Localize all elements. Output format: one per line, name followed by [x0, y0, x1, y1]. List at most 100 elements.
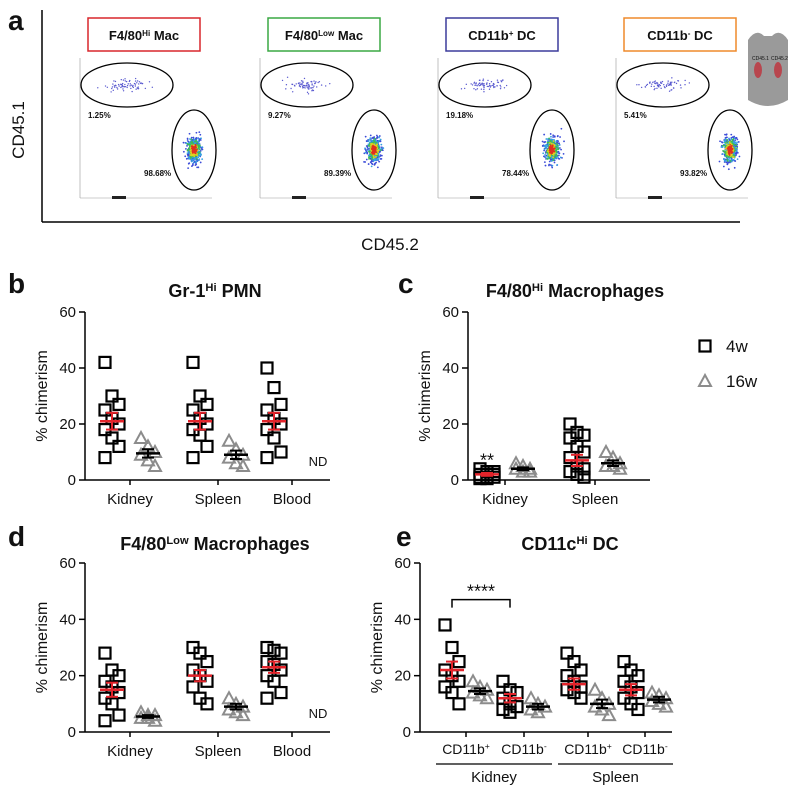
flow-dot — [650, 85, 653, 88]
chart-title: F4/80Low Macrophages — [120, 534, 309, 554]
chart-title-rest: PMN — [217, 281, 262, 301]
flow-dot — [475, 89, 477, 91]
flow-dot — [379, 140, 382, 143]
flow-dot — [134, 77, 137, 80]
flow-dot — [673, 81, 676, 84]
flow-dot — [549, 164, 552, 166]
point — [574, 691, 588, 705]
flow-dot — [666, 84, 668, 86]
flow-dot — [122, 88, 124, 90]
point — [617, 654, 631, 669]
chart-title: Gr-1Hi PMN — [168, 281, 261, 301]
flow-dot — [188, 143, 191, 146]
flow-dot — [483, 86, 485, 89]
flow-dot — [726, 162, 729, 165]
point — [147, 443, 163, 458]
flow-dot — [499, 84, 501, 87]
flow-dot — [670, 84, 672, 86]
point — [112, 397, 126, 411]
gate-label: 78.44% — [502, 169, 529, 178]
flow-dot — [124, 83, 126, 86]
flow-dot — [329, 82, 331, 85]
flow-dot — [195, 131, 198, 134]
flow-dot — [372, 150, 375, 153]
point — [274, 417, 288, 431]
flow-dot — [134, 80, 137, 82]
point — [260, 403, 274, 417]
flow-dot — [194, 143, 197, 146]
flow-dot — [371, 156, 374, 159]
chart-title-sup: Low — [166, 535, 189, 547]
flow-dot — [375, 144, 378, 147]
flow-dot — [545, 138, 548, 140]
point — [267, 643, 281, 657]
flow-dot — [373, 137, 376, 140]
chart-title-rest: DC — [588, 534, 619, 554]
flow-dot — [307, 82, 309, 84]
point — [658, 698, 674, 713]
flow-dot — [487, 79, 489, 82]
flow-dot — [505, 84, 508, 87]
point — [140, 452, 156, 467]
x-tick-label: Kidney — [482, 491, 528, 508]
flow-dot — [113, 80, 115, 82]
plot-title: CD11b+ DC — [468, 28, 536, 43]
y-axis-label: % chimerism — [34, 350, 51, 442]
nd-label: ND — [309, 454, 328, 469]
flow-dot — [544, 154, 547, 156]
flow-dot — [732, 149, 735, 152]
group-label: Spleen — [592, 769, 639, 786]
flow-dot — [728, 148, 731, 151]
gate-label: 1.25% — [88, 111, 111, 120]
flow-dot — [558, 147, 561, 149]
flow-dot — [311, 84, 313, 86]
flow-dot — [110, 91, 112, 93]
flow-dot — [543, 133, 546, 136]
flow-dot — [460, 88, 463, 90]
point — [186, 451, 200, 465]
point — [112, 669, 126, 683]
flow-dot — [550, 135, 552, 138]
flow-dot — [111, 87, 113, 90]
point — [577, 428, 591, 442]
point — [228, 455, 244, 470]
flow-dot — [555, 140, 558, 142]
flow-dot — [373, 148, 375, 150]
flow-dot — [306, 86, 308, 88]
flow-dot — [553, 161, 556, 164]
point — [496, 674, 510, 688]
icon-label: CD45.2 — [771, 56, 788, 62]
flow-dot — [541, 140, 544, 143]
flow-dot — [126, 84, 129, 87]
point — [274, 445, 288, 459]
x-tick-label-main: CD11b — [622, 741, 665, 757]
flow-dot — [380, 149, 382, 151]
y-tick-label: 0 — [451, 472, 459, 489]
point — [452, 674, 466, 688]
y-axis-label: % chimerism — [417, 350, 434, 442]
flow-dot — [194, 152, 197, 155]
flow-dot — [197, 137, 200, 140]
flow-dot — [721, 146, 724, 148]
flow-dot — [367, 163, 370, 165]
y-tick-label: 20 — [442, 416, 459, 433]
point — [193, 389, 207, 403]
flow-dot — [378, 156, 380, 159]
flow-dot — [659, 84, 662, 87]
flow-dot — [120, 78, 123, 81]
flow-dot — [550, 152, 553, 154]
flow-dot — [306, 84, 308, 87]
flow-dot — [645, 84, 648, 87]
flow-dot — [671, 89, 673, 91]
flow-dot — [549, 144, 552, 147]
flow-dot — [380, 143, 383, 146]
flow-dot — [688, 82, 691, 84]
plot-axis-mark — [292, 196, 306, 199]
flow-dot — [657, 83, 659, 85]
plot-title-rest: DC — [690, 28, 713, 43]
flow-dot — [112, 83, 114, 85]
flow-dot — [290, 87, 292, 90]
flow-dot — [549, 142, 551, 144]
x-axis-label: CD45.2 — [361, 235, 419, 254]
point — [598, 443, 614, 458]
